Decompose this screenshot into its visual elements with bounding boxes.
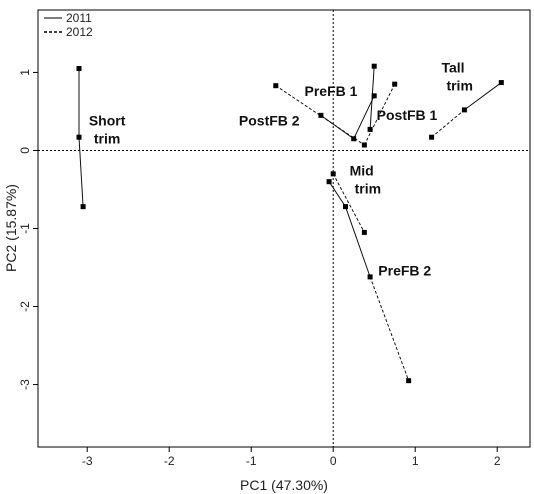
x-tick-label: -2 (164, 454, 175, 468)
annotation-line: trim (446, 77, 472, 93)
x-tick-label: -1 (246, 454, 257, 468)
data-point (498, 80, 504, 86)
annotation-label: PostFB 2 (239, 112, 300, 128)
data-point (371, 63, 377, 69)
data-point (273, 83, 279, 89)
data-point (392, 81, 398, 87)
series-2012-segment (431, 109, 465, 138)
x-tick-label: 1 (412, 454, 419, 468)
legend-label: 2012 (66, 25, 93, 39)
x-tick-label: -3 (82, 454, 93, 468)
annotation-line: PreFB 2 (378, 262, 431, 278)
annotation-label: PostFB 1 (377, 107, 438, 123)
series-2011-segment (464, 82, 502, 111)
annotation-line: trim (355, 180, 381, 196)
annotation-line: trim (94, 130, 120, 146)
point-annotations: Short trim PreFB 1 PostFB 2 PostFB 1 Tall trim… (89, 59, 473, 278)
data-point (371, 93, 377, 99)
data-point (361, 229, 367, 235)
series-2012-segment (275, 85, 365, 146)
annotation-label: Short trim (89, 112, 126, 146)
data-point (330, 171, 336, 177)
annotation-label: Tall trim (441, 59, 472, 93)
annotation-label: PreFB 2 (378, 262, 431, 278)
annotation-line: Tall (441, 59, 464, 75)
data-point (318, 112, 324, 118)
y-tick-label: -2 (18, 301, 32, 312)
y-tick-label: -1 (18, 223, 32, 234)
data-point (343, 204, 348, 210)
annotation-label: PreFB 1 (305, 83, 358, 99)
series-2011-segment (328, 181, 346, 207)
data-point (367, 126, 373, 132)
data-point (406, 378, 412, 384)
data-point (461, 107, 467, 113)
data-point (367, 274, 373, 280)
data-point (351, 136, 357, 142)
y-tick-label: -3 (18, 379, 32, 390)
data-point (76, 66, 82, 72)
x-tick-label: 2 (494, 454, 501, 468)
data-point (76, 134, 82, 140)
x-tick-label: 0 (330, 454, 337, 468)
series-2012-segment (332, 173, 365, 233)
annotation-line: PreFB 1 (305, 83, 358, 99)
series-2011-segment (345, 206, 371, 278)
annotation-line: PostFB 1 (377, 107, 438, 123)
series-segments (78, 66, 502, 381)
x-axis-title: PC1 (47.30%) (240, 477, 328, 493)
y-tick-label: 1 (18, 69, 32, 76)
data-point (361, 142, 367, 148)
series-2012-segment (369, 276, 410, 381)
x-axis: -3 -2 -1 0 1 2 (82, 447, 501, 468)
data-point (326, 179, 332, 185)
annotation-line: Mid (350, 162, 374, 178)
y-tick-label: 0 (18, 147, 32, 154)
series-2012-segment (363, 83, 396, 146)
data-point (80, 204, 86, 210)
series-2011-segment (353, 95, 375, 139)
series-2011-segment (78, 137, 84, 207)
data-point (429, 134, 435, 140)
annotation-label: Mid trim (350, 162, 381, 196)
annotation-line: Short (89, 112, 126, 128)
y-axis: -3 -2 -1 0 1 (18, 69, 38, 390)
annotation-line: PostFB 2 (239, 112, 300, 128)
data-points (76, 63, 504, 384)
legend-label: 2011 (66, 11, 92, 25)
reference-lines (38, 10, 530, 447)
plot-frame (37, 9, 531, 448)
y-axis-title: PC2 (15.87%) (3, 184, 19, 272)
